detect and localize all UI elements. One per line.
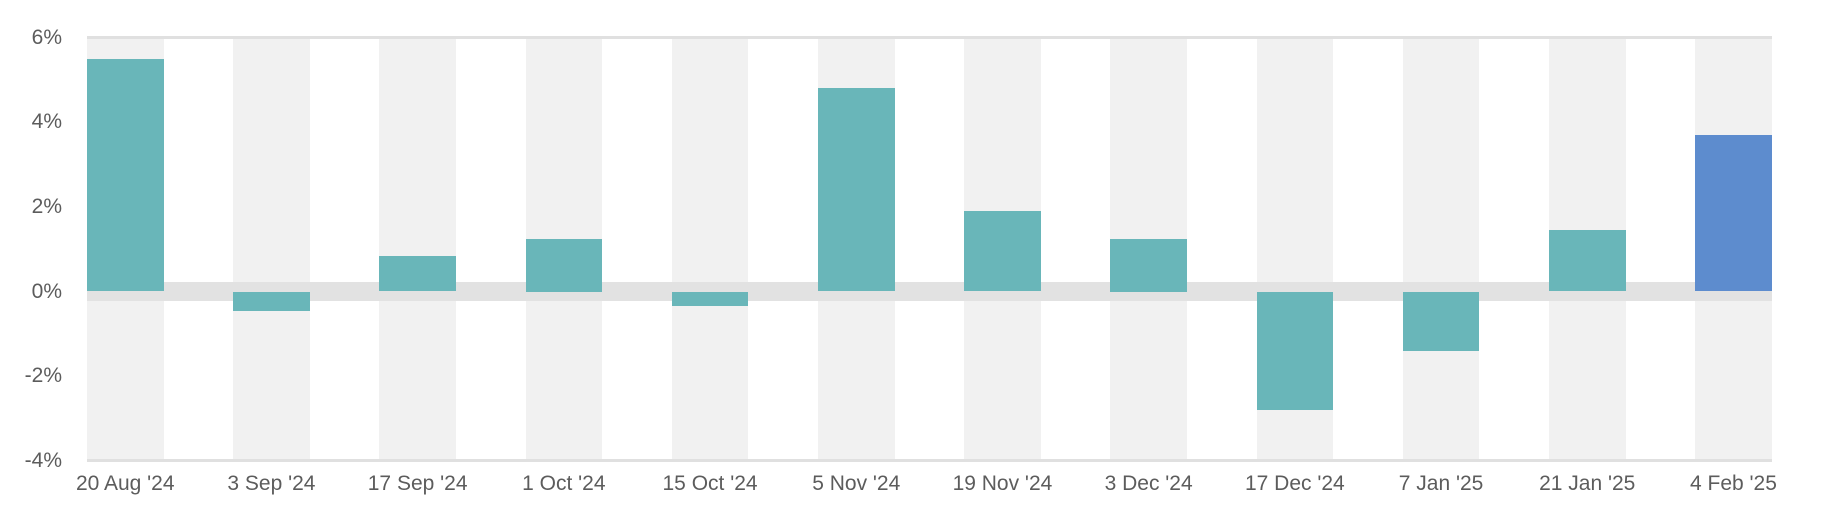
column-stripe	[671, 39, 749, 460]
x-axis-label: 7 Jan '25	[1398, 472, 1484, 495]
x-axis-label: 20 Aug '24	[75, 472, 175, 495]
x-axis-label: 3 Dec '24	[1104, 472, 1193, 495]
y-axis-tick-label: 2%	[31, 194, 62, 218]
y-axis-tick-label: 4%	[31, 110, 62, 134]
x-axis-label: 17 Sep '24	[367, 472, 468, 495]
bar-10[interactable]	[1402, 291, 1480, 351]
x-axis-label: 5 Nov '24	[812, 472, 901, 495]
bar-2[interactable]	[233, 291, 310, 311]
x-axis-label: 1 Oct '24	[522, 472, 606, 495]
zero-axis-band	[87, 282, 1772, 301]
column-stripe	[1402, 39, 1480, 460]
bar-4[interactable]	[525, 238, 603, 292]
x-axis-label: 19 Nov '24	[952, 472, 1053, 495]
bar-3[interactable]	[379, 255, 456, 292]
y-axis-tick-label: 6%	[31, 25, 62, 49]
column-stripe	[233, 39, 310, 460]
x-axis-label: 17 Dec '24	[1244, 472, 1345, 495]
bar-1[interactable]	[87, 58, 164, 292]
bar-9[interactable]	[1256, 291, 1334, 410]
bar-8[interactable]	[1110, 238, 1187, 292]
y-axis-tick-label: -4%	[24, 448, 62, 472]
gridline-bottom	[87, 459, 1772, 462]
gridline-top	[87, 36, 1772, 39]
x-axis-label: 4 Feb '25	[1689, 472, 1777, 495]
bar-5[interactable]	[671, 291, 749, 307]
x-axis-label: 15 Oct '24	[662, 472, 758, 495]
bar-11[interactable]	[1549, 230, 1626, 292]
bar-7[interactable]	[964, 211, 1041, 292]
y-axis-tick-label: -2%	[24, 364, 62, 388]
x-axis-label: 3 Sep '24	[227, 472, 316, 495]
x-axis-label: 21 Jan '25	[1539, 472, 1636, 495]
bar-6[interactable]	[818, 88, 895, 292]
column-stripe	[379, 39, 456, 460]
y-axis-tick-label: 0%	[31, 279, 62, 303]
bar-12[interactable]	[1695, 134, 1772, 292]
